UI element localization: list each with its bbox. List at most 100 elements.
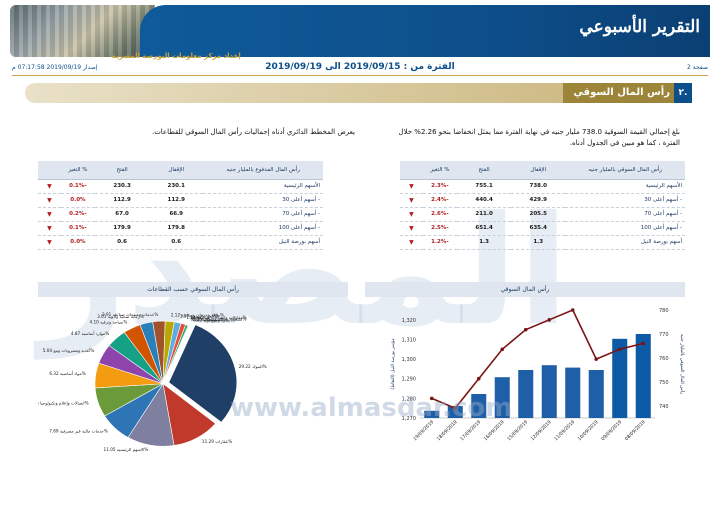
y-tick-label-right: 1,300 bbox=[402, 357, 416, 363]
cell-open: 0.6 bbox=[95, 235, 150, 250]
pie-label: 0.20 منسوجات% bbox=[192, 317, 224, 322]
issue-timestamp: إصدار 2019/09/19 07:17:58 م bbox=[12, 64, 98, 71]
cell-open: 651.4 bbox=[457, 221, 512, 236]
cell-open: 179.9 bbox=[95, 221, 150, 236]
cell-change: -0.1% bbox=[60, 179, 96, 194]
line-point bbox=[500, 347, 505, 352]
line-point bbox=[476, 376, 481, 381]
cell-change: -2.5% bbox=[422, 221, 458, 236]
pie-label: 6.32 مواد أساسية% bbox=[49, 370, 85, 376]
table-row: - أسهم أعلى 30 112.9 112.9 0.0% ▼ bbox=[38, 193, 323, 208]
market-cap-paragraph: بلغ إجمالي القيمة السوقية 738.0 مليار جن… bbox=[398, 128, 680, 147]
top-banner: التقرير الأسبوعي إعداد مركز معلومات البو… bbox=[0, 5, 720, 60]
col-header: الإقفال bbox=[149, 161, 204, 180]
line-point bbox=[547, 318, 552, 322]
table-row: أسهم بورصة النيل 1.3 1.3 -1.2% ▼ bbox=[400, 235, 685, 250]
col-header: % التغير bbox=[60, 161, 96, 180]
banner-photo bbox=[10, 5, 155, 57]
cell-change: -2.6% bbox=[422, 207, 458, 222]
pie-label: 2.91 خدمات ومنتجات صناعية% bbox=[102, 312, 158, 317]
section-bar bbox=[25, 83, 692, 103]
y-tick-label-right: 1,280 bbox=[402, 396, 416, 402]
pie-label: 4.87 موارد أساسية% bbox=[71, 330, 109, 336]
down-arrow-icon: ▼ bbox=[47, 210, 52, 218]
x-tick-label: 16/09/2019 bbox=[483, 419, 506, 442]
table-row: - أسهم أعلى 100 179.8 179.9 -0.1% ▼ bbox=[38, 221, 323, 236]
pie-label: 5.04 أغذية ومشروبات وتبغ% bbox=[43, 347, 95, 353]
y-tick-label-left: 740 bbox=[659, 404, 669, 410]
y-axis-title-right: مؤشر بورصة النيل (النقاط) bbox=[390, 338, 396, 390]
cell-change: 0.0% bbox=[60, 235, 96, 250]
x-tick-label: 12/09/2019 bbox=[530, 419, 553, 442]
cell-label: الأسهم الرئيسية bbox=[565, 179, 685, 194]
pie-chart-title: رأس المال السوقي حسب القطاعات bbox=[38, 282, 348, 297]
bar bbox=[518, 370, 534, 418]
meta-row: إصدار 2019/09/19 07:17:58 م الفترة من : … bbox=[12, 62, 708, 74]
cell-label: - أسهم أعلى 100 bbox=[203, 221, 323, 236]
market-cap-bar-chart: 740 750 760 770 780 1,270 1,280 1,290 1,300 1,310… bbox=[390, 308, 685, 442]
cell-change: -2.3% bbox=[422, 179, 458, 194]
pie-label: 29.22 البنوك% bbox=[239, 364, 267, 369]
cell-close: 0.6 bbox=[149, 235, 204, 250]
y-tick-label-left: 760 bbox=[659, 356, 669, 362]
table-row: - أسهم أعلى 70 66.9 67.0 -0.2% ▼ bbox=[38, 207, 323, 222]
pie-label: 2.12 طاقة وخدمات مساندة% bbox=[171, 312, 224, 317]
cell-label: الأسهم الرئيسية bbox=[203, 179, 323, 194]
bar bbox=[471, 394, 487, 418]
col-header: رأس المال المدفوع بالمليار جنيه bbox=[203, 161, 323, 180]
table-row: - أسهم أعلى 100 635.4 651.4 -2.5% ▼ bbox=[400, 221, 685, 236]
x-tick-label: 09/09/2019 bbox=[600, 419, 623, 442]
cell-open: 1.3 bbox=[457, 235, 512, 250]
report-period: الفترة من : 2019/09/15 الى 2019/09/19 bbox=[265, 62, 455, 72]
cell-label: - أسهم أعلى 70 bbox=[203, 207, 323, 222]
cell-label: - أسهم أعلى 100 bbox=[565, 221, 685, 236]
cell-label: - أسهم أعلى 30 bbox=[565, 193, 685, 208]
cell-close: 1.3 bbox=[511, 235, 566, 250]
cell-close: 429.9 bbox=[511, 193, 566, 208]
cell-change: -0.1% bbox=[60, 221, 96, 236]
y-tick-label-right: 1,320 bbox=[402, 318, 416, 324]
line-point bbox=[641, 341, 646, 346]
y-tick-label-left: 750 bbox=[659, 380, 669, 386]
bar bbox=[424, 410, 440, 418]
down-arrow-icon: ▼ bbox=[409, 210, 414, 218]
cell-close: 66.9 bbox=[149, 207, 204, 222]
report-title: التقرير الأسبوعي bbox=[579, 17, 700, 37]
bar bbox=[494, 377, 510, 418]
line-point bbox=[429, 396, 434, 401]
y-axis-title-left: رأس المال السوقي بالمليار جنيه bbox=[679, 334, 685, 394]
cell-close: 112.9 bbox=[149, 193, 204, 208]
y-tick-label-right: 1,290 bbox=[402, 377, 416, 383]
cell-change: 0.0% bbox=[60, 193, 96, 208]
market-cap-table: رأس المال السوقي بالمليار جنيه الإقفال ا… bbox=[400, 161, 685, 250]
bar bbox=[612, 338, 628, 418]
paid-capital-table: رأس المال المدفوع بالمليار جنيه الإقفال … bbox=[38, 161, 323, 250]
col-header: رأس المال السوقي بالمليار جنيه bbox=[565, 161, 685, 180]
down-arrow-icon: ▼ bbox=[409, 238, 414, 246]
line-point bbox=[453, 406, 458, 410]
bar bbox=[588, 370, 604, 418]
cell-open: 67.0 bbox=[95, 207, 150, 222]
down-arrow-icon: ▼ bbox=[409, 224, 414, 232]
table-row: الأسهم الرئيسية 230.1 230.3 -0.1% ▼ bbox=[38, 179, 323, 194]
cell-label: أسهم بورصة النيل bbox=[203, 235, 323, 250]
bar bbox=[565, 367, 581, 418]
pie-label: 1.57 الغاز والبترول% bbox=[180, 314, 218, 319]
pie-label: 4.10 سياحة وترفيه% bbox=[89, 320, 127, 325]
header-rule bbox=[12, 75, 708, 76]
cell-open: 112.9 bbox=[95, 193, 150, 208]
cell-open: 755.1 bbox=[457, 179, 512, 194]
x-tick-label: 19/09/2019 bbox=[412, 419, 435, 442]
down-arrow-icon: ▼ bbox=[47, 182, 52, 190]
y-tick-label-right: 1,310 bbox=[402, 337, 416, 343]
down-arrow-icon: ▼ bbox=[409, 182, 414, 190]
line-point bbox=[617, 347, 622, 352]
cell-close: 205.5 bbox=[511, 207, 566, 222]
cell-open: 211.0 bbox=[457, 207, 512, 222]
sector-paragraph: يعرض المخطط الدائري أدناه إجماليات رأس ا… bbox=[151, 128, 355, 136]
pie-label: 0.13 تجارة وموزعون% bbox=[193, 317, 235, 322]
line-point bbox=[594, 357, 599, 361]
pie-label: 0.61 منتجات منزلية وشخصية% bbox=[190, 316, 246, 321]
x-tick-label: 15/09/2019 bbox=[506, 419, 529, 442]
down-arrow-icon: ▼ bbox=[47, 238, 52, 246]
